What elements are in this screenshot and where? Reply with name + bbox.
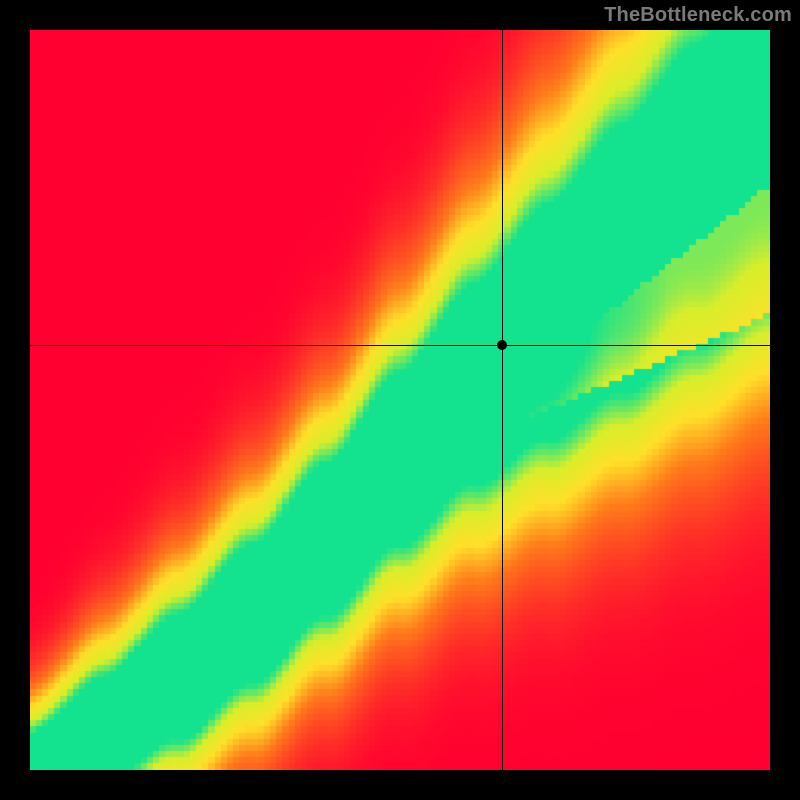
crosshair-vertical-line bbox=[502, 30, 503, 770]
watermark-text: TheBottleneck.com bbox=[604, 4, 792, 27]
bottleneck-heatmap bbox=[30, 30, 770, 770]
plot-area bbox=[30, 30, 770, 770]
figure-container: TheBottleneck.com bbox=[0, 0, 800, 800]
crosshair-marker-dot bbox=[497, 340, 507, 350]
crosshair-horizontal-line bbox=[30, 345, 770, 346]
